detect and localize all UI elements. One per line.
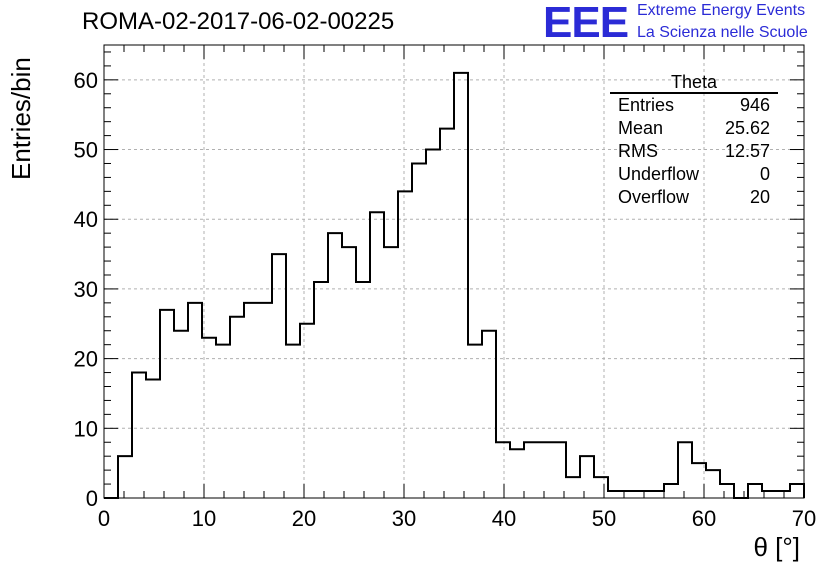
histogram-bin (342, 247, 356, 498)
histogram-bin (748, 484, 762, 498)
stats-row-underflow: Underflow 0 (610, 163, 778, 186)
stats-value: 12.57 (724, 141, 770, 161)
x-tick-label: 40 (492, 506, 516, 531)
histogram-bin (706, 470, 720, 498)
logo-line-2: La Scienza nelle Scuole (637, 24, 808, 41)
stats-value: 0 (759, 164, 770, 184)
histogram-bin (426, 150, 440, 498)
histogram-bin (678, 442, 692, 498)
histogram-bin (468, 345, 482, 498)
histogram-bin (664, 484, 678, 498)
stats-value: 25.62 (724, 118, 770, 138)
histogram-bin (566, 477, 580, 498)
histogram-bin (202, 338, 216, 498)
histogram-bin (146, 380, 160, 498)
histogram-bin (594, 477, 608, 498)
x-tick-label: 20 (292, 506, 316, 531)
x-axis-label: θ [°] (753, 532, 800, 562)
stats-label: Entries (618, 95, 675, 115)
histogram-bin (720, 484, 734, 498)
histogram-bin (496, 442, 510, 498)
histogram-bin (412, 163, 426, 498)
y-tick-label: 0 (86, 486, 98, 511)
histogram-bin (216, 345, 230, 498)
stats-row-overflow: Overflow 20 (610, 186, 778, 209)
histogram-bin (328, 233, 342, 498)
histogram-bin (650, 491, 664, 498)
histogram-bin (118, 456, 132, 498)
histogram-bin (356, 282, 370, 498)
stats-row-rms: RMS 12.57 (610, 140, 778, 163)
chart-title: ROMA-02-2017-06-02-00225 (82, 8, 395, 35)
y-tick-labels: 0 10 20 30 40 50 60 (74, 68, 98, 511)
stats-row-mean: Mean 25.62 (610, 117, 778, 140)
histogram-bin (524, 442, 538, 498)
stats-value: 946 (739, 95, 770, 115)
histogram-bin (776, 491, 790, 498)
histogram-bin (160, 310, 174, 498)
axis-ticks (103, 45, 805, 499)
histogram-bin (244, 303, 258, 498)
y-tick-label: 40 (74, 207, 98, 232)
histogram-bin (300, 324, 314, 498)
x-tick-label: 60 (692, 506, 716, 531)
histogram-bin (272, 254, 286, 498)
plot-frame (103, 44, 805, 499)
stats-box: Theta Entries 946 Mean 25.62 RMS 12.57 U… (610, 72, 778, 209)
histogram-bin (188, 303, 202, 498)
histogram-bin (132, 373, 146, 498)
histogram-bin (384, 247, 398, 498)
histogram-bin (538, 442, 552, 498)
y-tick-label: 10 (74, 416, 98, 441)
x-tick-label: 50 (592, 506, 616, 531)
histogram-bin (258, 303, 272, 498)
stats-label: RMS (618, 141, 658, 161)
histogram-bin (482, 331, 496, 498)
histogram-bin (608, 491, 622, 498)
histogram-bin (286, 345, 300, 498)
x-tick-label: 10 (192, 506, 216, 531)
histogram-bin (790, 484, 804, 498)
histogram-bin (580, 456, 594, 498)
x-tick-labels: 0 10 20 30 40 50 60 70 (98, 506, 816, 531)
histogram-bin (440, 129, 454, 498)
histogram-bin (370, 212, 384, 498)
stats-label: Mean (618, 118, 664, 138)
histogram-bin (174, 331, 188, 498)
logo-mark: EEE (543, 0, 629, 47)
histogram-bars (104, 71, 805, 499)
y-axis-label: Entries/bin (6, 57, 36, 180)
logo-line-1: Extreme Energy Events (637, 2, 806, 19)
histogram-bin (314, 282, 328, 498)
stats-label: Underflow (618, 164, 700, 184)
histogram-bin (454, 73, 468, 498)
histogram-bin (230, 317, 244, 498)
histogram-bin (398, 191, 412, 498)
histogram-bin (636, 491, 650, 498)
eee-logo: EEE Extreme Energy Events La Scienza nel… (543, 0, 833, 47)
y-tick-label: 30 (74, 277, 98, 302)
stats-value: 20 (749, 187, 770, 207)
stats-row-entries: Entries 946 (610, 94, 778, 117)
histogram-bin (510, 449, 524, 498)
stats-label: Overflow (618, 187, 690, 207)
x-tick-label: 70 (792, 506, 816, 531)
y-tick-label: 50 (74, 138, 98, 163)
stats-title: Theta (610, 72, 778, 94)
histogram-outline (104, 71, 805, 499)
x-tick-label: 30 (392, 506, 416, 531)
y-tick-label: 60 (74, 68, 98, 93)
x-tick-label: 0 (98, 506, 110, 531)
histogram-bin (552, 442, 566, 498)
y-tick-label: 20 (74, 347, 98, 372)
